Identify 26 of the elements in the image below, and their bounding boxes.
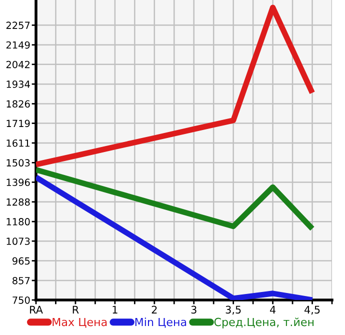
- y-tick-label: 2149: [6, 41, 30, 49]
- x-tick-label: R: [72, 306, 79, 314]
- y-tick-label: 1719: [6, 120, 30, 128]
- y-tick-label: 1503: [6, 159, 30, 167]
- y-tick-label: 965: [12, 257, 30, 265]
- y-tick-label: 1611: [6, 139, 30, 147]
- y-tick-label: 1288: [6, 198, 30, 206]
- x-tick-label: 3: [191, 306, 196, 314]
- y-tick-label: 1396: [6, 178, 30, 186]
- y-tick-label: 1826: [6, 100, 30, 108]
- x-tick-label: 3,5: [226, 306, 241, 315]
- legend-label: Сред.Цена, т.йен: [214, 318, 314, 328]
- x-tick-label: RA: [30, 306, 43, 314]
- legend-label: Min Цена: [135, 318, 186, 328]
- y-tick-label: 1934: [6, 80, 30, 88]
- y-tick-label: 750: [12, 296, 30, 304]
- x-tick-label: 2: [152, 306, 157, 314]
- legend-label: Max Цена: [52, 318, 107, 328]
- x-tick-label: 4,5: [304, 306, 320, 315]
- y-tick-label: 857: [12, 276, 30, 284]
- x-tick-label: 1: [112, 306, 118, 314]
- y-tick-label: 1073: [6, 238, 30, 245]
- y-tick-label: 1180: [6, 218, 30, 226]
- y-tick-label: 2042: [6, 60, 30, 68]
- x-tick-label: 4: [270, 306, 276, 314]
- y-tick-label: 2257: [6, 22, 30, 29]
